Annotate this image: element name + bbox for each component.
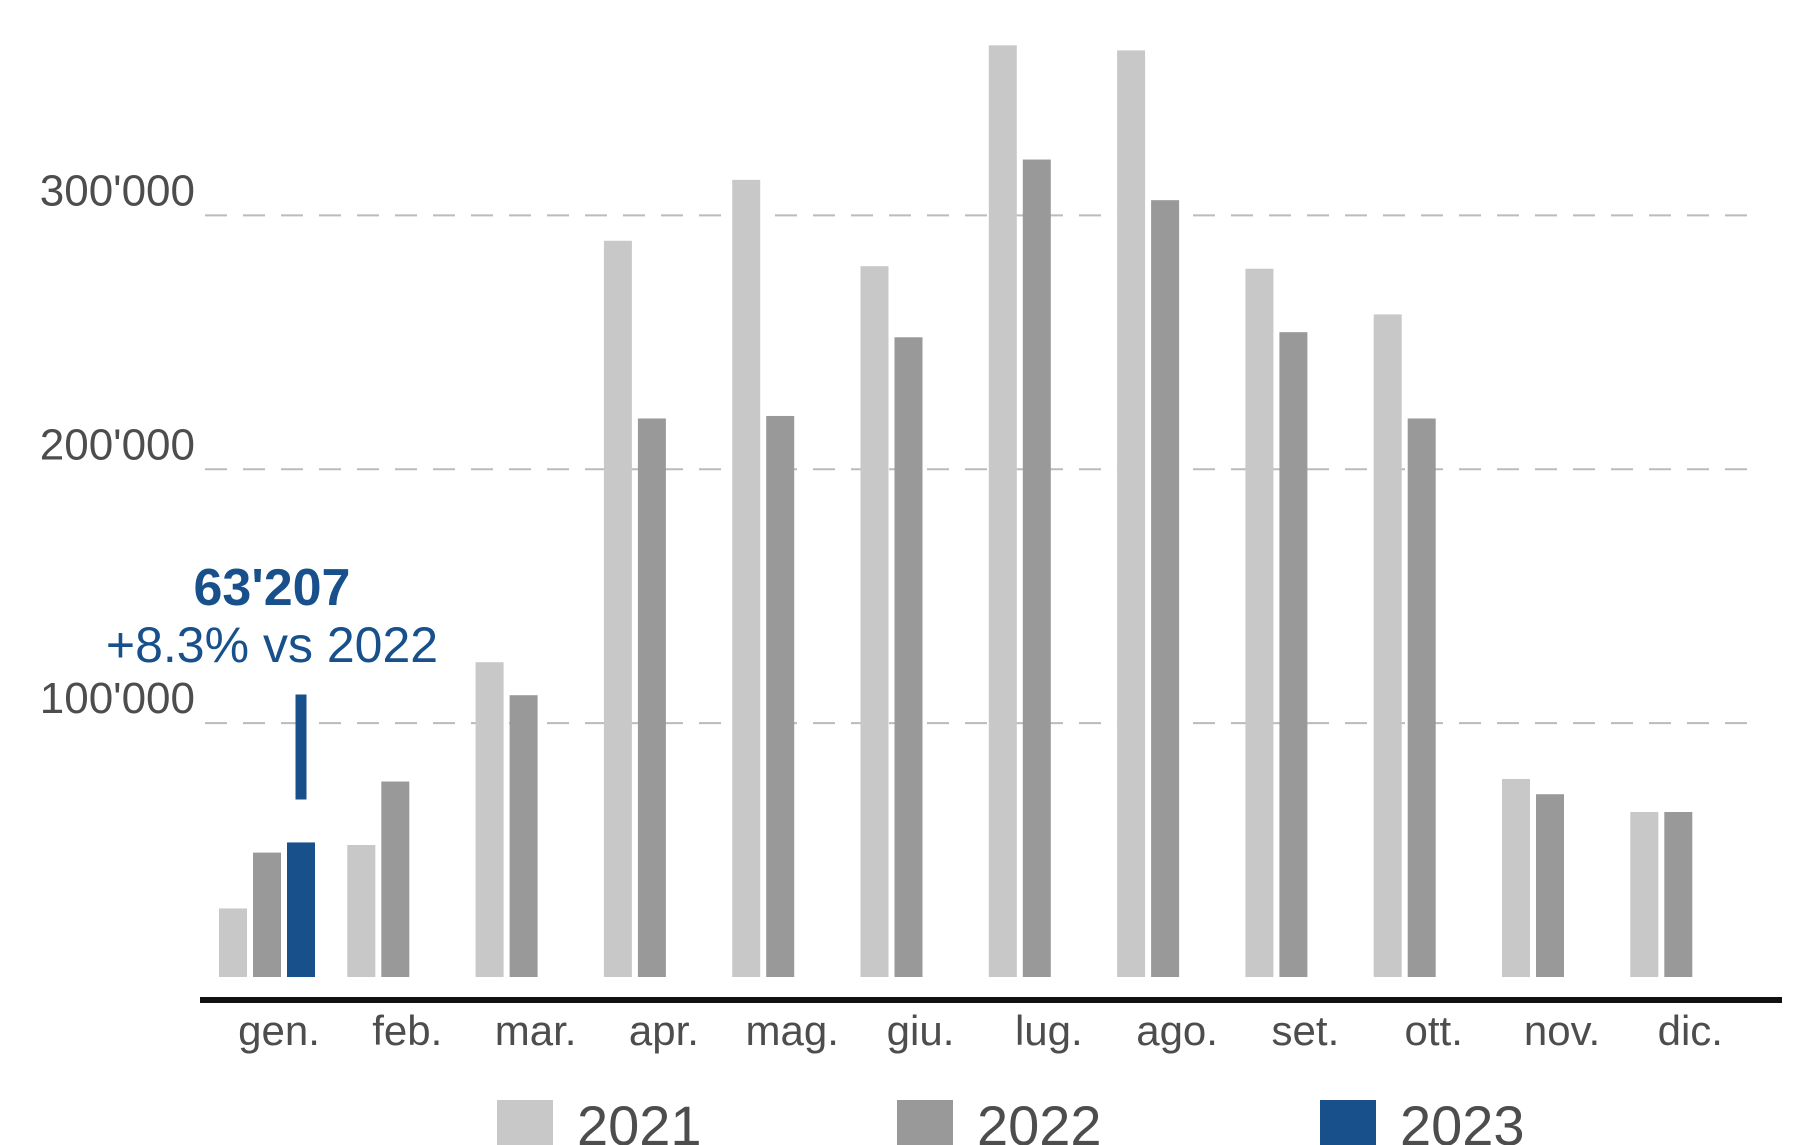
legend-label-2023: 2023 bbox=[1400, 1094, 1525, 1145]
x-axis-ticks: gen. feb. mar. apr. mag. giu. lug. ago. set. ott.… bbox=[238, 1007, 1723, 1054]
x-tick-label: gen. bbox=[238, 1007, 320, 1054]
bar-2022-11 bbox=[1664, 811, 1693, 977]
gridlines bbox=[205, 214, 1760, 725]
legend-swatch-2022 bbox=[897, 1100, 953, 1145]
bar-2021-9 bbox=[1373, 314, 1402, 978]
legend-swatch-2021 bbox=[497, 1100, 553, 1145]
bar-2022-7 bbox=[1151, 200, 1180, 978]
x-tick-label: giu. bbox=[887, 1007, 955, 1054]
legend: 2021 2022 2023 bbox=[497, 1094, 1525, 1145]
bar-2022-10 bbox=[1536, 794, 1564, 977]
bar-2022-8 bbox=[1279, 332, 1308, 977]
x-tick-label: feb. bbox=[372, 1007, 442, 1054]
x-tick-label: ago. bbox=[1136, 1007, 1218, 1054]
bar-2022-2 bbox=[509, 695, 538, 977]
bar-2021-0 bbox=[219, 908, 247, 977]
bar-2021-10 bbox=[1502, 778, 1530, 977]
bar-2022-5 bbox=[894, 337, 923, 978]
legend-swatch-2023 bbox=[1320, 1100, 1376, 1145]
y-tick-label: 300'000 bbox=[40, 166, 195, 215]
bar-2022-6 bbox=[1022, 159, 1051, 978]
y-tick-label: 200'000 bbox=[40, 420, 195, 469]
bar-2021-6 bbox=[988, 45, 1017, 978]
x-tick-label: lug. bbox=[1015, 1007, 1083, 1054]
bars bbox=[219, 45, 1693, 978]
x-tick-label: mag. bbox=[746, 1007, 839, 1054]
x-tick-label: mar. bbox=[495, 1007, 577, 1054]
annotation-change: +8.3% vs 2022 bbox=[106, 617, 438, 673]
bar-2021-1 bbox=[347, 844, 376, 977]
x-tick-label: set. bbox=[1272, 1007, 1340, 1054]
bar-2021-3 bbox=[603, 240, 632, 977]
bar-2022-1 bbox=[381, 781, 410, 977]
bar-2021-2 bbox=[475, 662, 504, 977]
x-tick-label: nov. bbox=[1524, 1007, 1600, 1054]
annotation-value: 63'207 bbox=[194, 559, 351, 617]
x-tick-label: ott. bbox=[1405, 1007, 1463, 1054]
y-axis-ticks: 100'000 200'000 300'000 bbox=[40, 166, 195, 723]
legend-label-2021: 2021 bbox=[577, 1094, 702, 1145]
bar-2022-0 bbox=[253, 852, 281, 977]
x-tick-label: dic. bbox=[1658, 1007, 1723, 1054]
legend-label-2022: 2022 bbox=[977, 1094, 1102, 1145]
annotation: 63'207 +8.3% vs 2022 bbox=[106, 559, 438, 800]
y-tick-label: 100'000 bbox=[40, 674, 195, 723]
bar-2022-4 bbox=[766, 415, 795, 977]
bar-2023-0 bbox=[287, 842, 315, 977]
bar-2021-4 bbox=[732, 179, 761, 978]
bar-2021-7 bbox=[1117, 50, 1146, 978]
bar-2021-11 bbox=[1630, 811, 1659, 977]
bar-2022-3 bbox=[637, 418, 666, 977]
bar-2021-8 bbox=[1245, 268, 1274, 977]
x-tick-label: apr. bbox=[629, 1007, 699, 1054]
bar-2022-9 bbox=[1407, 418, 1436, 977]
bar-2021-5 bbox=[860, 266, 889, 977]
